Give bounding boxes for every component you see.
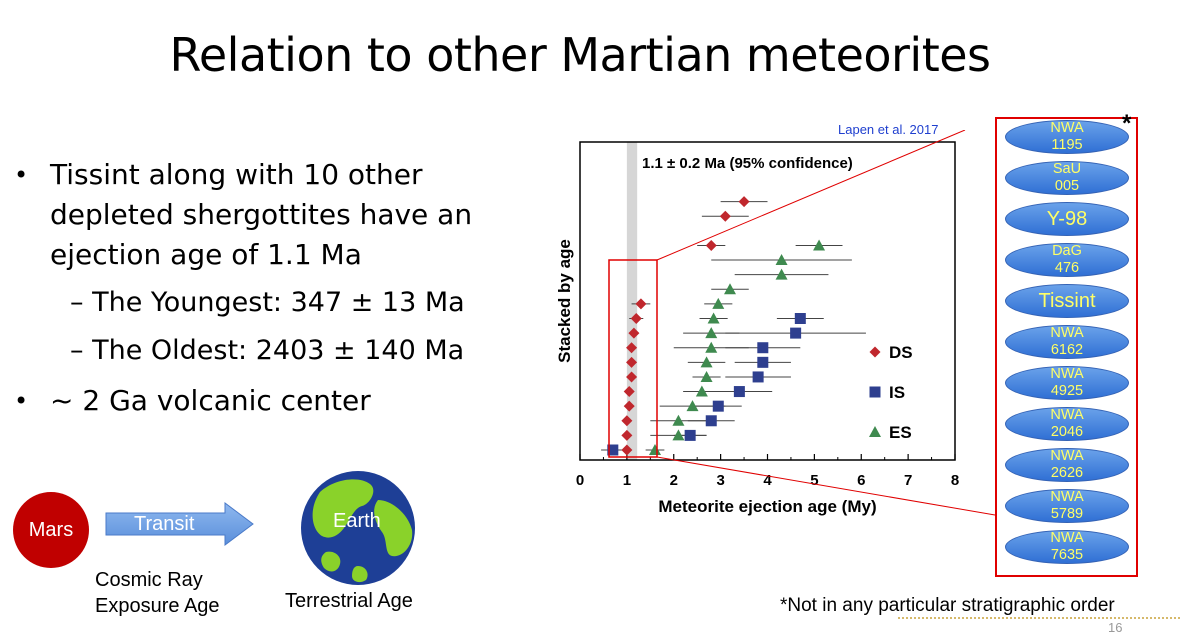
ds-point [621,429,633,441]
transit-label: Transit [134,513,195,535]
bullet-line: ~ 2 Ga volcanic center [50,384,371,417]
ds-point [623,386,635,398]
meteorite-pill: NWA 2626 [1005,448,1129,482]
meteorite-pill: NWA 2046 [1005,407,1129,441]
ds-point [621,444,633,456]
page-number: 16 [1108,620,1123,635]
x-tick-label: 8 [951,472,959,489]
is-point [757,356,769,368]
zoom-connector-top [656,130,966,261]
x-tick-label: 4 [763,472,772,489]
x-tick-label: 1 [623,472,631,489]
is-point [757,342,769,354]
ds-point [869,346,881,358]
meteorite-pill: NWA 1195 [1005,120,1129,154]
es-point [775,268,788,280]
meteorite-pill: NWA 7635 [1005,530,1129,564]
es-point [695,385,708,397]
slide-title: Relation to other Martian meteorites [169,28,991,82]
es-point [712,297,725,309]
meteorite-pill: DaG 476 [1005,243,1129,277]
ds-point [626,342,638,354]
x-tick-label: 3 [716,472,724,489]
es-point [649,444,661,455]
sub-bullet-oldest: – The Oldest: 2403 ± 140 Ma [70,335,465,366]
ds-point [628,327,640,339]
is-point [684,429,696,441]
es-point [686,400,699,412]
bullet-dot-icon: • [14,161,29,189]
is-point [869,386,881,398]
list-asterisk: * [1122,110,1132,137]
es-point [672,414,685,426]
es-point [724,283,736,295]
mars-label: Mars [28,518,74,541]
es-point [813,239,826,251]
ds-point [635,298,647,310]
sub-bullet-youngest: – The Youngest: 347 ± 13 Ma [70,287,465,318]
ejection-age-chart: 0 1 2 3 4 5 6 7 8 Meteorite ejection age (My) Stac… [555,130,995,516]
x-tick-label: 0 [576,472,584,489]
es-point [672,429,685,441]
x-tick-label: 6 [857,472,865,489]
is-point [712,400,724,412]
x-tick-label: 2 [670,472,678,489]
zoom-box [608,259,658,458]
legend-label: IS [889,383,905,402]
bullet-line: Tissint along with 10 other [50,158,423,191]
ds-point [705,239,717,251]
terrestrial-age-label: Terrestrial Age [285,590,413,612]
ds-point [623,400,635,412]
bullet-line: ejection age of 1.1 Ma [50,238,362,271]
x-tick-label: 7 [904,472,912,489]
x-tick-label: 5 [810,472,818,489]
meteorite-pill: Y-98 [1005,202,1129,236]
cosmic-ray-line: Cosmic Ray [95,569,203,591]
is-point [752,371,764,383]
is-point [733,386,745,398]
ds-point [626,371,638,383]
ds-point [630,313,642,324]
footnote-underline [898,617,1180,619]
y-axis-label: Stacked by age [555,239,574,363]
ds-point [626,356,638,368]
meteorite-pill: Tissint [1005,284,1129,318]
meteorite-pill: SaU 005 [1005,161,1129,195]
legend-label: DS [889,343,913,362]
confidence-band [626,142,638,460]
transit-arrow-icon [105,502,254,546]
es-point [700,370,713,382]
is-point [705,415,717,427]
ds-point [621,415,633,427]
mars-circle: Mars [13,492,89,568]
x-axis-label: Meteorite ejection age (My) [658,497,876,516]
es-point [775,254,788,266]
meteorite-list-box [995,117,1138,577]
footnote: *Not in any particular stratigraphic ord… [780,595,1115,616]
ds-point [738,196,750,208]
meteorite-pill: NWA 5789 [1005,489,1129,523]
es-point [700,356,713,368]
is-point [607,444,619,456]
es-point [869,426,881,437]
earth-label: Earth [333,510,381,532]
legend-label: ES [889,423,912,442]
es-point [707,312,720,324]
chart-citation: Lapen et al. 2017 [838,122,939,137]
bullet-line: depleted shergottites have an [50,198,473,231]
ds-point [719,210,731,222]
bullet-dot-icon: • [14,387,29,415]
meteorite-pill: NWA 4925 [1005,366,1129,400]
earth-globe-icon [301,471,415,585]
is-point [790,327,802,339]
cosmic-ray-line: Exposure Age [95,595,220,617]
cosmic-ray-label: Cosmic Ray Exposure Age [95,569,220,618]
es-point [705,327,718,339]
zoom-connector-bottom [656,456,995,516]
es-point [705,341,718,353]
meteorite-pill: NWA 6162 [1005,325,1129,359]
confidence-annotation: 1.1 ± 0.2 Ma (95% confidence) [642,155,853,172]
is-point [794,313,806,324]
